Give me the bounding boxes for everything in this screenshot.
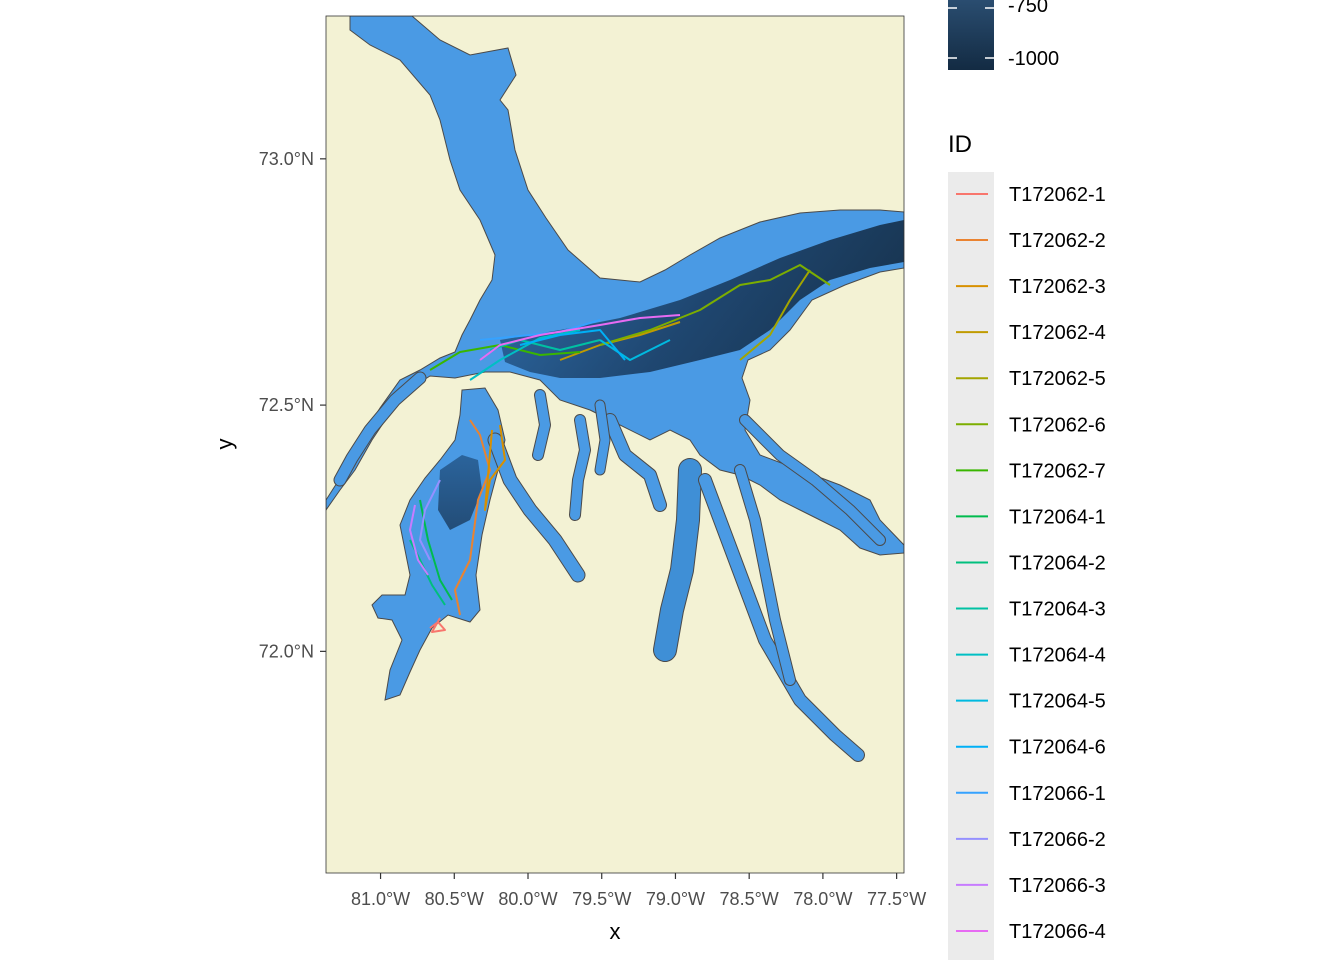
water-fjord-4-fill (654, 459, 701, 661)
legend-key-background (948, 172, 994, 960)
legend-label: T172062-2 (1009, 230, 1106, 252)
water-fjord-9-fill (533, 390, 550, 460)
y-tick-label: 72.5°N (259, 395, 314, 415)
colorbar: -750 -1000 (948, 0, 1059, 70)
x-tick-label: 80.0°W (498, 889, 557, 909)
y-tick-label: 73.0°N (259, 149, 314, 169)
x-tick-label: 81.0°W (351, 889, 410, 909)
track-T172064-3 (489, 339, 601, 351)
legend-label: T172064-3 (1009, 599, 1106, 621)
legend-label: T172062-6 (1009, 414, 1106, 436)
water-southwest-deep (438, 455, 482, 530)
track-T172066-4 (479, 314, 681, 361)
legend-label: T172064-2 (1009, 552, 1106, 574)
water-fjord-8-fill (740, 415, 885, 545)
x-tick-label: 78.5°W (720, 889, 779, 909)
water-fjord-2-fill (570, 415, 590, 520)
track-T172062-6 (599, 264, 831, 346)
legend-label: T172064-1 (1009, 506, 1106, 528)
legend-label: T172062-3 (1009, 276, 1106, 298)
water-fjord-10-fill (334, 372, 426, 486)
track-T172064-5 (599, 339, 671, 361)
legend-label: T172066-2 (1009, 829, 1106, 851)
x-tick-label: 77.5°W (867, 889, 926, 909)
x-axis-title: x (610, 919, 621, 944)
water-deep-channel (500, 220, 904, 378)
legend-label: T172062-1 (1009, 184, 1106, 206)
legend-label: T172064-4 (1009, 645, 1106, 667)
x-tick-label: 79.0°W (646, 889, 705, 909)
y-tick-label: 72.0°N (259, 641, 314, 661)
water-fjord-1-fill (488, 433, 585, 582)
legend-label: T172062-4 (1009, 322, 1106, 344)
y-axis-title: y (212, 439, 237, 450)
water-fjord-3-fill (604, 414, 666, 511)
track-T172062-1 (429, 617, 446, 633)
track-T172064-6 (519, 329, 626, 361)
legend-label: T172064-5 (1009, 691, 1106, 713)
colorbar-label: -1000 (1008, 48, 1059, 70)
y-axis: 73.0°N 72.5°N 72.0°N (259, 149, 326, 661)
track-T172066-3 (409, 504, 429, 576)
legend-label: T172066-1 (1009, 783, 1106, 805)
x-axis: 81.0°W 80.5°W 80.0°W 79.5°W 79.0°W 78.5°W 78.0… (351, 873, 926, 909)
tracks-layer (409, 264, 831, 633)
water-layer (326, 16, 904, 762)
legend-title: ID (948, 131, 972, 158)
water-fjord-7-fill (595, 400, 610, 475)
water-fjord-6-fill (735, 465, 795, 685)
track-T172062-5 (739, 269, 811, 361)
track-T172062-3 (484, 424, 506, 511)
x-tick-label: 80.5°W (425, 889, 484, 909)
x-tick-label: 79.5°W (572, 889, 631, 909)
legend-label: T172062-5 (1009, 368, 1106, 390)
track-T172062-2 (454, 419, 491, 616)
water-main-sound (326, 16, 904, 556)
legend: T172062-1 T172062-2 T172062-3 T172062-4 T172… (956, 184, 1106, 943)
x-tick-label: 78.0°W (793, 889, 852, 909)
legend-label: T172062-7 (1009, 460, 1106, 482)
legend-label: T172066-3 (1009, 875, 1106, 897)
panel-border (325, 15, 905, 874)
colorbar-label: -750 (1008, 0, 1048, 17)
legend-label: T172066-4 (1009, 921, 1106, 943)
track-T172066-2 (419, 479, 441, 561)
legend-label: T172064-6 (1009, 737, 1106, 759)
colorbar-bar (948, 0, 994, 70)
